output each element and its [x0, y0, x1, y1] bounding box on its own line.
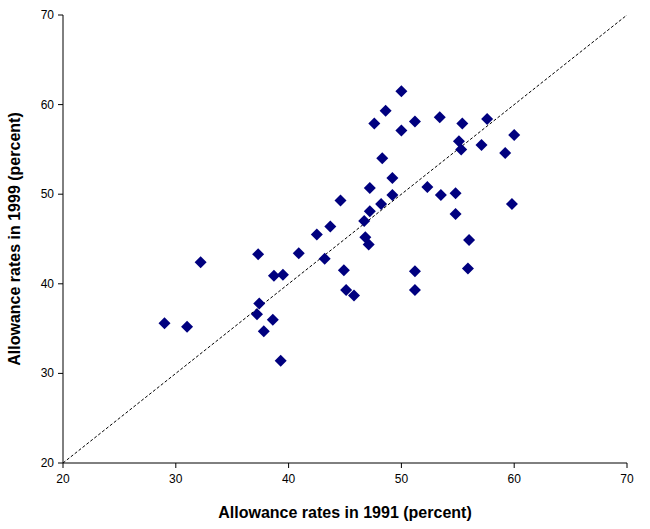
point [506, 198, 518, 210]
x-tick [514, 463, 515, 468]
point [463, 234, 475, 246]
point [395, 125, 407, 137]
point [386, 172, 398, 184]
y-tick [58, 104, 63, 105]
x-tick [175, 463, 176, 468]
point [358, 215, 370, 227]
chart: 20 30 40 50 60 70 20 30 40 50 60 70 Allowance rates … [0, 0, 650, 529]
y-tick-label: 50 [41, 187, 55, 201]
point [380, 105, 392, 117]
y-axis [63, 15, 64, 463]
point [456, 117, 468, 129]
point [409, 284, 421, 296]
x-axis [63, 463, 627, 464]
point [376, 152, 388, 164]
point [395, 85, 407, 97]
x-tick [401, 463, 402, 468]
point [267, 314, 279, 326]
x-tick [63, 463, 64, 468]
y-tick [58, 373, 63, 374]
y-tick-label: 60 [41, 98, 55, 112]
point [508, 129, 520, 141]
point [409, 116, 421, 128]
point [195, 256, 207, 268]
point [277, 269, 289, 281]
point [364, 182, 376, 194]
y-tick-label: 20 [41, 456, 55, 470]
diagonal-reference [63, 15, 627, 463]
point [481, 113, 493, 125]
point [311, 229, 323, 241]
point [455, 143, 467, 155]
point [462, 263, 474, 275]
y-tick-label: 70 [41, 8, 55, 22]
point [450, 187, 462, 199]
point [434, 111, 446, 123]
point [368, 117, 380, 129]
x-tick [288, 463, 289, 468]
point [251, 308, 263, 320]
point [181, 321, 193, 333]
point [319, 253, 331, 265]
point [258, 325, 270, 337]
y-tick-label: 40 [41, 277, 55, 291]
point [421, 181, 433, 193]
x-tick-label: 30 [169, 472, 183, 486]
point [253, 298, 265, 310]
point [324, 220, 336, 232]
y-tick [58, 194, 63, 195]
point [499, 147, 511, 159]
point [475, 139, 487, 151]
point [375, 198, 387, 210]
y-tick [58, 283, 63, 284]
x-tick-label: 60 [508, 472, 522, 486]
y-tick-label: 30 [41, 366, 55, 380]
point [334, 194, 346, 206]
x-tick-label: 20 [56, 472, 70, 486]
point [159, 317, 171, 329]
x-tick [627, 463, 628, 468]
point [386, 189, 398, 201]
y-axis-label: Allowance rates in 1999 (percent) [6, 112, 23, 365]
point [275, 355, 287, 367]
point [363, 238, 375, 250]
point [348, 289, 360, 301]
point [252, 248, 264, 260]
x-tick-label: 40 [282, 472, 296, 486]
point [364, 205, 376, 217]
x-tick-label: 50 [395, 472, 409, 486]
point [338, 264, 350, 276]
plot-area [63, 15, 627, 463]
x-axis-label: Allowance rates in 1991 (percent) [218, 504, 471, 521]
y-tick [58, 15, 63, 16]
point [450, 208, 462, 220]
point [409, 265, 421, 277]
y-tick [58, 463, 63, 464]
point [293, 247, 305, 259]
x-tick-label: 70 [620, 472, 634, 486]
point [435, 189, 447, 201]
